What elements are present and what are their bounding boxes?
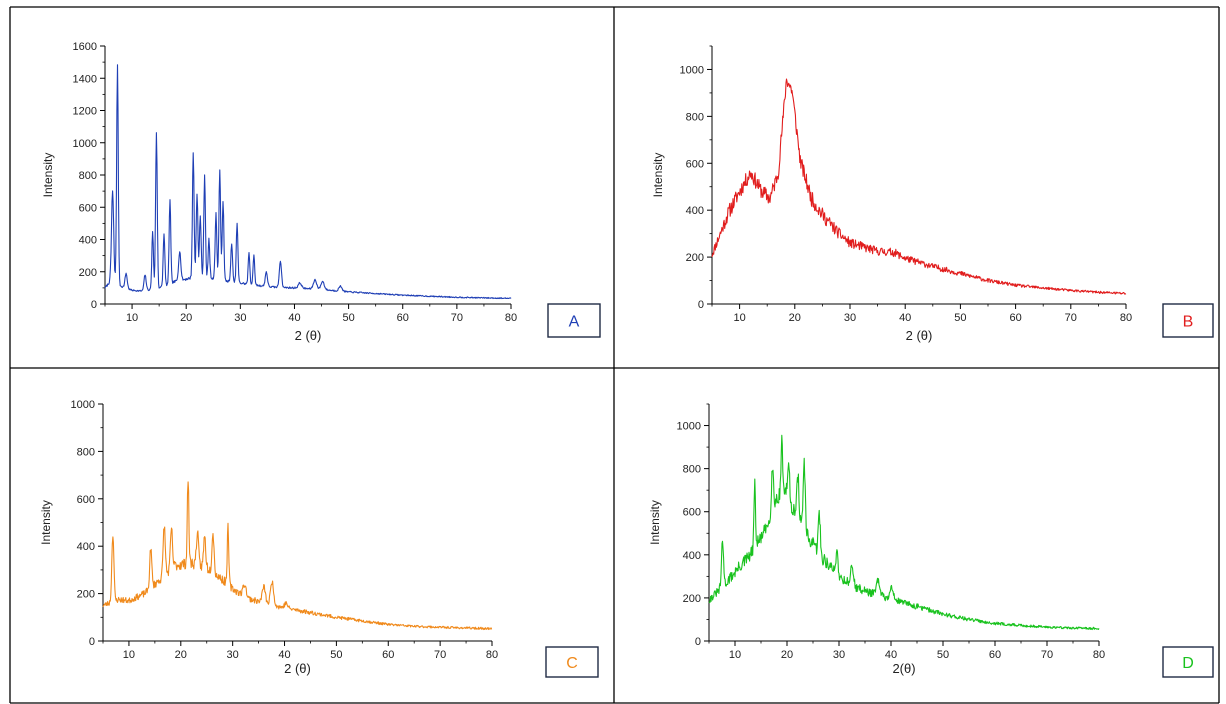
x-tick-label: 50 [342, 312, 354, 324]
x-tick-label: 40 [885, 649, 897, 661]
y-tick-label: 1000 [73, 138, 97, 150]
x-tick-label: 60 [1009, 312, 1021, 324]
x-tick-label: 80 [505, 312, 517, 324]
x-tick-label: 70 [1041, 649, 1053, 661]
pattern-line-d [708, 434, 1100, 631]
pattern-line-a [104, 64, 512, 300]
y-axis-title: Intensity [41, 153, 55, 198]
x-tick-label: 70 [1065, 312, 1077, 324]
x-tick-label: 40 [288, 312, 300, 324]
y-tick-label: 600 [683, 507, 701, 519]
x-tick-label: 20 [781, 649, 793, 661]
y-tick-label: 200 [77, 589, 95, 601]
x-tick-label: 40 [899, 312, 911, 324]
y-tick-label: 200 [686, 252, 704, 264]
y-tick-label: 0 [695, 636, 701, 648]
x-tick-label: 40 [278, 649, 290, 661]
y-tick-label: 400 [683, 550, 701, 562]
x-axis-title: 2(θ) [892, 661, 915, 676]
x-tick-label: 70 [434, 649, 446, 661]
panel-label: D [1182, 655, 1194, 672]
y-tick-label: 600 [79, 202, 97, 214]
x-tick-label: 70 [451, 312, 463, 324]
x-tick-label: 80 [486, 649, 498, 661]
y-tick-label: 200 [79, 267, 97, 279]
x-axis-title: 2 (θ) [284, 661, 311, 676]
panel-label-box [547, 303, 601, 338]
y-tick-label: 0 [89, 636, 95, 648]
y-axis-title: Intensity [651, 153, 665, 198]
y-tick-label: 800 [77, 446, 95, 458]
y-tick-label: 0 [698, 299, 704, 311]
y-tick-label: 0 [91, 299, 97, 311]
x-tick-label: 50 [937, 649, 949, 661]
xrd-panel-a: 0 200 400 600 800 1000 1200 1400 1600 10 20 30 40 50 6… [41, 41, 601, 343]
y-tick-label: 600 [77, 494, 95, 506]
x-tick-label: 60 [397, 312, 409, 324]
y-tick-label: 800 [79, 170, 97, 182]
xrd-panel-b: 0 200 400 600 800 1000 10 20 30 40 50 60 70 80 2 (θ) In… [651, 45, 1214, 343]
x-tick-label: 20 [789, 312, 801, 324]
y-tick-label: 400 [77, 541, 95, 553]
x-tick-label: 20 [180, 312, 192, 324]
x-tick-label: 30 [234, 312, 246, 324]
x-tick-label: 80 [1093, 649, 1105, 661]
x-tick-label: 20 [175, 649, 187, 661]
panel-label-box [1162, 646, 1214, 678]
y-tick-label: 600 [686, 158, 704, 170]
y-tick-label: 1000 [71, 399, 95, 411]
x-axis-title: 2 (θ) [295, 328, 322, 343]
xrd-panel-c: 0 200 400 600 800 1000 10 20 30 40 50 60 70 80 2 (θ) In… [39, 399, 599, 678]
x-tick-label: 50 [954, 312, 966, 324]
y-tick-label: 1600 [73, 41, 97, 53]
x-tick-label: 30 [227, 649, 239, 661]
panel-label: B [1183, 314, 1194, 331]
x-tick-label: 50 [330, 649, 342, 661]
y-tick-label: 1000 [677, 421, 701, 433]
panel-label: A [569, 314, 580, 331]
y-tick-label: 800 [683, 464, 701, 476]
x-tick-label: 10 [733, 312, 745, 324]
x-tick-label: 60 [382, 649, 394, 661]
x-tick-label: 10 [123, 649, 135, 661]
y-axis-title: Intensity [648, 500, 662, 545]
y-tick-label: 800 [686, 111, 704, 123]
y-tick-label: 400 [79, 235, 97, 247]
x-tick-label: 80 [1120, 312, 1132, 324]
panel-label: C [566, 655, 578, 672]
x-tick-label: 10 [729, 649, 741, 661]
x-axis-title: 2 (θ) [906, 328, 933, 343]
y-axis-title: Intensity [39, 500, 53, 545]
x-tick-label: 10 [126, 312, 138, 324]
x-tick-label: 30 [833, 649, 845, 661]
x-tick-label: 60 [989, 649, 1001, 661]
pattern-line-b [711, 78, 1127, 295]
y-tick-label: 200 [683, 593, 701, 605]
y-tick-label: 1000 [680, 64, 704, 76]
pattern-line-c [102, 481, 493, 631]
y-tick-label: 400 [686, 205, 704, 217]
panel-label-box [1162, 303, 1214, 338]
xrd-panel-d: 0 200 400 600 800 1000 10 20 30 40 50 60 70 80 2(θ) Int… [648, 403, 1214, 678]
panel-label-box [545, 646, 599, 678]
x-tick-label: 30 [844, 312, 856, 324]
y-tick-label: 1200 [73, 106, 97, 118]
y-tick-label: 1400 [73, 73, 97, 85]
